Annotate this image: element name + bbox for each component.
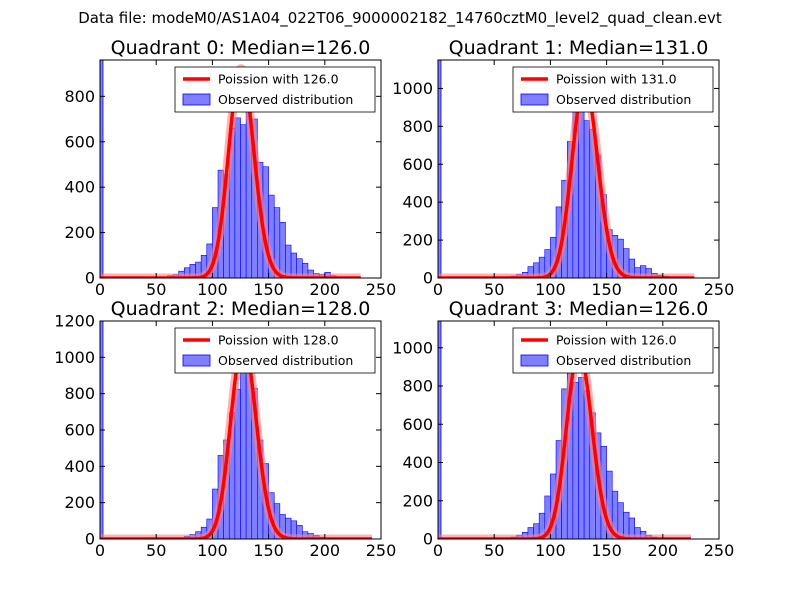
x-tick-label: 100 <box>197 280 228 299</box>
histogram-edge-bar <box>438 321 442 539</box>
subplot-quadrant-2: 0 50 100 150 200 250 0 200 400 600 800 1000 1200 Quad… <box>54 298 396 560</box>
x-tick-label: 50 <box>484 541 504 560</box>
y-tick-label: 1000 <box>54 348 95 367</box>
legend-label-observed: Observed distribution <box>556 353 691 368</box>
y-tick-label: 600 <box>64 132 95 151</box>
legend-label-observed: Observed distribution <box>218 353 353 368</box>
histogram-bar <box>583 120 591 278</box>
legend-label-observed: Observed distribution <box>218 92 353 107</box>
y-tick-label: 800 <box>402 117 433 136</box>
y-tick-label: 600 <box>64 421 95 440</box>
x-tick-label: 150 <box>591 541 622 560</box>
histogram-edge-bar <box>100 60 104 278</box>
x-tick-label: 0 <box>95 280 105 299</box>
axes-frame <box>437 320 720 540</box>
histogram-bar <box>234 117 241 278</box>
x-tick-label: 250 <box>704 280 735 299</box>
poisson-curve <box>438 349 693 539</box>
x-tick-label: 100 <box>535 541 566 560</box>
histogram-bar <box>279 222 286 278</box>
histogram-bar <box>240 124 247 278</box>
x-tick-label: 200 <box>310 280 341 299</box>
x-tick-label: 250 <box>366 541 397 560</box>
histogram-edge-bar <box>438 60 442 278</box>
x-tick-label: 150 <box>253 280 284 299</box>
subplot-quadrant-1: 0 50 100 150 200 250 0 200 400 600 800 1000 Quadrant… <box>392 37 734 299</box>
x-tick-label: 150 <box>253 541 284 560</box>
x-tick-label: 50 <box>146 280 166 299</box>
legend: Poission with 128.0 Observed distribution <box>174 327 376 374</box>
legend-label-poisson: Poission with 126.0 <box>218 72 339 87</box>
x-tick-label: 0 <box>433 541 443 560</box>
subplot-title: Quadrant 1: Median=131.0 <box>449 37 709 59</box>
legend-patch-swatch <box>520 354 549 367</box>
subplot-title: Quadrant 3: Median=126.0 <box>449 298 709 320</box>
y-tick-label: 400 <box>64 178 95 197</box>
y-tick-label: 1000 <box>392 338 433 357</box>
x-tick-label: 200 <box>648 541 679 560</box>
plot-area <box>438 321 695 539</box>
x-tick-label: 250 <box>366 280 397 299</box>
y-tick-label: 0 <box>85 269 95 288</box>
x-tick-label: 150 <box>591 280 622 299</box>
axes-frame <box>437 59 720 279</box>
poisson-curve <box>438 81 696 278</box>
histogram-bar <box>578 110 585 278</box>
legend: Poission with 126.0 Observed distribution <box>174 66 376 113</box>
y-tick-label: 1200 <box>54 312 95 331</box>
legend-patch-swatch <box>182 93 211 106</box>
y-tick-label: 200 <box>64 493 95 512</box>
y-tick-label: 600 <box>402 415 433 434</box>
x-tick-label: 0 <box>433 280 443 299</box>
y-tick-label: 800 <box>402 377 433 396</box>
poisson-curve <box>100 66 362 278</box>
subplot-quadrant-3: 0 50 100 150 200 250 0 200 400 600 800 1000 Quadrant… <box>392 298 734 560</box>
x-tick-label: 100 <box>535 280 566 299</box>
y-tick-label: 400 <box>64 457 95 476</box>
histogram-bar <box>578 377 585 539</box>
y-tick-label: 0 <box>423 269 433 288</box>
legend: Poission with 131.0 Observed distribution <box>512 66 714 113</box>
y-tick-label: 800 <box>64 384 95 403</box>
legend-label-observed: Observed distribution <box>556 92 691 107</box>
legend-patch-swatch <box>520 93 549 106</box>
histogram-bar <box>240 358 247 539</box>
x-tick-label: 250 <box>704 541 735 560</box>
y-tick-label: 200 <box>402 231 433 250</box>
y-tick-label: 400 <box>402 453 433 472</box>
figure-suptitle: Data file: modeM0/AS1A04_022T06_90000021… <box>78 9 722 28</box>
subplot-title: Quadrant 0: Median=126.0 <box>111 37 371 59</box>
legend-patch-swatch <box>182 354 211 367</box>
histogram-bar <box>572 381 579 539</box>
y-tick-label: 1000 <box>392 79 433 98</box>
x-tick-label: 100 <box>197 541 228 560</box>
y-tick-label: 0 <box>85 530 95 549</box>
legend-label-poisson: Poission with 131.0 <box>556 72 677 87</box>
y-tick-label: 600 <box>402 155 433 174</box>
y-tick-label: 0 <box>423 530 433 549</box>
y-tick-label: 200 <box>64 223 95 242</box>
x-tick-label: 200 <box>648 280 679 299</box>
legend: Poission with 126.0 Observed distribution <box>512 327 714 374</box>
y-tick-label: 800 <box>64 87 95 106</box>
x-tick-label: 50 <box>484 280 504 299</box>
x-tick-label: 50 <box>146 541 166 560</box>
y-tick-label: 400 <box>402 193 433 212</box>
x-tick-label: 200 <box>310 541 341 560</box>
subplot-quadrant-0: 0 50 100 150 200 250 0 200 400 600 800 Quadrant 0: … <box>64 37 396 299</box>
x-tick-label: 0 <box>95 541 105 560</box>
legend-label-poisson: Poission with 126.0 <box>556 333 677 348</box>
y-tick-label: 200 <box>402 491 433 510</box>
legend-label-poisson: Poission with 128.0 <box>218 333 339 348</box>
subplot-title: Quadrant 2: Median=128.0 <box>111 298 371 320</box>
axes-frame <box>99 59 382 279</box>
